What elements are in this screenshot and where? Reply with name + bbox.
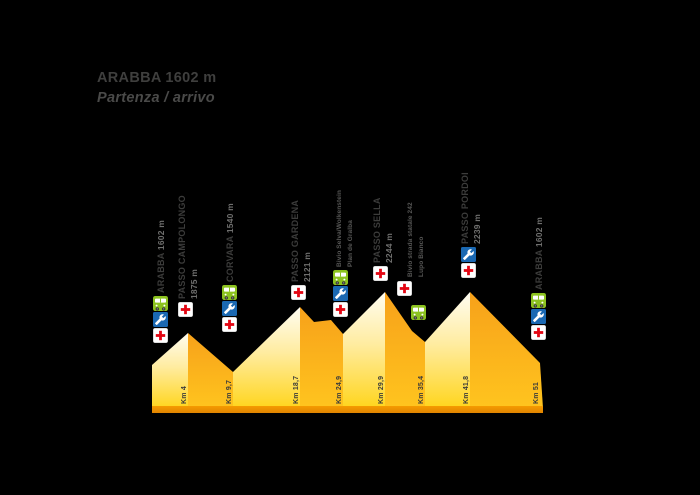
- cross-icon: [460, 263, 476, 278]
- cross-icon: [177, 302, 193, 317]
- cross-icon: [396, 281, 412, 296]
- station-name: PASSO CAMPOLONGO: [176, 195, 187, 299]
- wrench-icon: [332, 286, 348, 301]
- climb-segment: [343, 292, 385, 408]
- bus-icon: [410, 305, 426, 320]
- station-name: Bivio strada statale 242: [406, 202, 414, 277]
- climb-segment: [233, 307, 300, 408]
- station-name: PASSO SELLA: [371, 197, 382, 263]
- descent-segment: [385, 292, 425, 408]
- km-marker: Km 51: [533, 381, 540, 404]
- station-name: ARABBA: [534, 247, 545, 290]
- station-name: Lupo Bianco: [417, 236, 424, 277]
- wrench-icon: [221, 301, 237, 316]
- station-elevation: 2239 m: [471, 213, 481, 244]
- wrench-icon: [460, 247, 476, 262]
- station-name: PASSO PORDOI: [459, 172, 470, 244]
- station-elevation: 1875 m: [188, 268, 198, 299]
- station-label-passo-campolongo: PASSO CAMPOLONGO 1875 m: [176, 195, 199, 299]
- descent-segment: [300, 307, 343, 408]
- station-label-lupo-bianco: Bivio strada statale 242 Lupo Bianco: [404, 202, 425, 277]
- km-marker: Km 4: [181, 386, 188, 404]
- km-marker: Km 18,7: [293, 375, 300, 404]
- station-name: Bivio Selva/Wolkenstein: [335, 190, 343, 267]
- cross-icon: [372, 266, 388, 281]
- station-label-passo-sella: PASSO SELLA 2244 m: [371, 197, 394, 263]
- route-subtitle: Partenza / arrivo: [97, 90, 215, 106]
- station-name: CORVARA: [225, 233, 236, 282]
- bus-icon: [221, 285, 237, 300]
- km-marker: Km 9,7: [226, 379, 233, 404]
- station-label-arabba-finish: ARABBA 1602 m: [533, 217, 545, 290]
- cross-icon: [290, 285, 306, 300]
- station-label-passo-pordoi: PASSO PORDOI 2239 m: [459, 172, 482, 244]
- page-title: ARABBA 1602 m Partenza / arrivo: [97, 68, 216, 108]
- route-start-title: ARABBA 1602 m: [97, 70, 217, 86]
- bus-icon: [332, 270, 348, 285]
- cross-icon: [152, 328, 168, 343]
- station-elevation: 1602 m: [156, 220, 167, 251]
- bus-icon: [152, 296, 168, 311]
- profile-baseline: [152, 406, 543, 413]
- station-elevation: 1540 m: [225, 203, 236, 234]
- station-elevation: 1602 m: [534, 217, 545, 248]
- bus-icon: [530, 293, 546, 308]
- km-marker: Km 35,4: [418, 375, 425, 404]
- cross-icon: [332, 302, 348, 317]
- station-label-bivio-selva: Bivio Selva/Wolkenstein Plan de Gralba: [333, 190, 354, 267]
- wrench-icon: [530, 309, 546, 324]
- station-elevation: 2121 m: [301, 251, 311, 282]
- km-marker: Km 24,9: [336, 375, 343, 404]
- km-marker: Km 29,9: [378, 375, 385, 404]
- descent-segment: [188, 333, 233, 408]
- descent-segment: [470, 292, 543, 408]
- station-elevation: 2244 m: [383, 232, 393, 263]
- station-label-corvara: CORVARA 1540 m: [224, 203, 236, 282]
- climb-segment: [152, 333, 188, 408]
- station-label-arabba-start: ARABBA 1602 m: [155, 220, 167, 293]
- km-marker: Km 41,8: [463, 375, 470, 404]
- wrench-icon: [152, 312, 168, 327]
- station-label-passo-gardena: PASSO GARDENA 2121 m: [289, 200, 312, 282]
- station-name: ARABBA: [156, 250, 167, 293]
- cross-icon: [530, 325, 546, 340]
- station-name: PASSO GARDENA: [289, 199, 300, 282]
- climb-segment: [425, 292, 470, 408]
- station-name: Plan de Gralba: [346, 220, 353, 267]
- cross-icon: [221, 317, 237, 332]
